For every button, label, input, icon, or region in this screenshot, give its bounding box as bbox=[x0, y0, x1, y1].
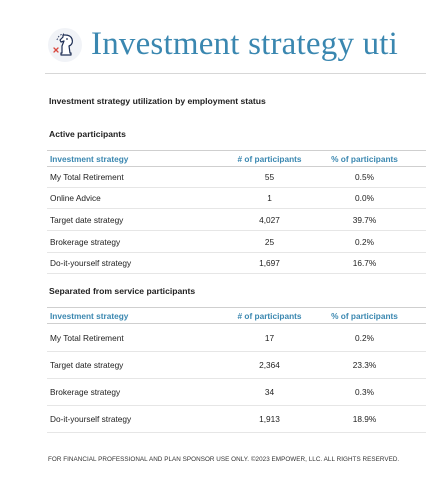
count-cell: 17 bbox=[222, 323, 317, 352]
footer-disclaimer: FOR FINANCIAL PROFESSIONAL AND PLAN SPON… bbox=[48, 456, 400, 463]
column-header-percent: % of participants bbox=[317, 150, 412, 167]
strategy-cell: Target date strategy bbox=[47, 208, 222, 231]
table-row: Online Advice 1 0.0% bbox=[47, 187, 426, 209]
active-section-title: Active participants bbox=[49, 129, 126, 139]
table-row: My Total Retirement 55 0.5% $ bbox=[47, 166, 426, 188]
column-header-strategy: Investment strategy bbox=[47, 307, 222, 324]
count-cell: 1,697 bbox=[222, 252, 317, 274]
column-header-truncated bbox=[412, 150, 426, 167]
truncated-cell: $ bbox=[412, 323, 426, 352]
percent-cell: 39.7% bbox=[317, 208, 412, 231]
column-header-strategy: Investment strategy bbox=[47, 150, 222, 167]
truncated-cell: $ bbox=[412, 378, 426, 406]
table-row: My Total Retirement 17 0.2% $ bbox=[47, 323, 426, 352]
count-cell: 25 bbox=[222, 230, 317, 253]
separated-section-title: Separated from service participants bbox=[49, 286, 196, 296]
count-cell: 4,027 bbox=[222, 208, 317, 231]
truncated-cell: $ bbox=[412, 230, 426, 253]
column-header-percent: % of participants bbox=[317, 307, 412, 324]
strategy-cell: My Total Retirement bbox=[47, 166, 222, 188]
percent-cell: 0.2% bbox=[317, 230, 412, 253]
column-header-truncated bbox=[412, 307, 426, 324]
table-row: Do-it-yourself strategy 1,697 16.7% $2 bbox=[47, 252, 426, 274]
report-subtitle: Investment strategy utilization by emplo… bbox=[49, 96, 266, 106]
truncated-cell: $2 bbox=[412, 405, 426, 433]
count-cell: 55 bbox=[222, 166, 317, 188]
page-title: Investment strategy uti bbox=[91, 26, 399, 62]
percent-cell: 0.0% bbox=[317, 187, 412, 209]
count-cell: 34 bbox=[222, 378, 317, 406]
table-row: Do-it-yourself strategy 1,913 18.9% $2 bbox=[47, 405, 426, 433]
truncated-cell: $9 bbox=[412, 208, 426, 231]
table-row: Target date strategy 4,027 39.7% $9 bbox=[47, 208, 426, 231]
separated-participants-table: Investment strategy # of participants % … bbox=[47, 307, 426, 433]
chess-knight-strategy-icon bbox=[48, 28, 82, 62]
count-cell: 1 bbox=[222, 187, 317, 209]
strategy-cell: Do-it-yourself strategy bbox=[47, 252, 222, 274]
strategy-cell: Online Advice bbox=[47, 187, 222, 209]
truncated-cell: $3 bbox=[412, 351, 426, 379]
strategy-cell: My Total Retirement bbox=[47, 323, 222, 352]
table-header-row: Investment strategy # of participants % … bbox=[47, 307, 426, 324]
table-row: Brokerage strategy 34 0.3% $ bbox=[47, 378, 426, 406]
percent-cell: 23.3% bbox=[317, 351, 412, 379]
column-header-count: # of participants bbox=[222, 150, 317, 167]
strategy-cell: Target date strategy bbox=[47, 351, 222, 379]
truncated-cell: $2 bbox=[412, 252, 426, 274]
truncated-cell bbox=[412, 187, 426, 209]
percent-cell: 0.5% bbox=[317, 166, 412, 188]
column-header-count: # of participants bbox=[222, 307, 317, 324]
strategy-cell: Brokerage strategy bbox=[47, 378, 222, 406]
page-header: Investment strategy uti bbox=[45, 22, 426, 72]
active-participants-table: Investment strategy # of participants % … bbox=[47, 150, 426, 274]
header-divider bbox=[45, 73, 426, 74]
strategy-cell: Do-it-yourself strategy bbox=[47, 405, 222, 433]
table-row: Brokerage strategy 25 0.2% $ bbox=[47, 230, 426, 253]
count-cell: 1,913 bbox=[222, 405, 317, 433]
percent-cell: 18.9% bbox=[317, 405, 412, 433]
percent-cell: 16.7% bbox=[317, 252, 412, 274]
table-row: Target date strategy 2,364 23.3% $3 bbox=[47, 351, 426, 379]
table-header-row: Investment strategy # of participants % … bbox=[47, 150, 426, 167]
count-cell: 2,364 bbox=[222, 351, 317, 379]
strategy-cell: Brokerage strategy bbox=[47, 230, 222, 253]
percent-cell: 0.3% bbox=[317, 378, 412, 406]
truncated-cell: $ bbox=[412, 166, 426, 188]
percent-cell: 0.2% bbox=[317, 323, 412, 352]
